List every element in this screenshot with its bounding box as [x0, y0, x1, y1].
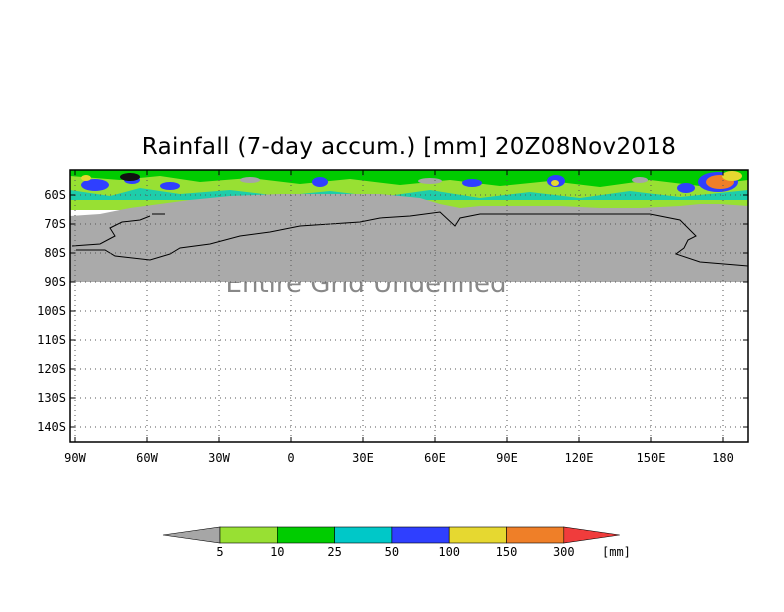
lon-label: 90E: [496, 451, 518, 465]
colorbar-segment: [391, 526, 450, 544]
colorbar-segment: [219, 526, 278, 544]
lat-label: 120S: [37, 362, 66, 376]
colorbar-label: 300: [553, 545, 575, 559]
lon-label: 150E: [637, 451, 666, 465]
longitude-labels: 90W 60W 30W 0 30E 60E 90E 120E 150E 180: [64, 451, 734, 465]
lat-label: 70S: [44, 217, 66, 231]
lon-label: 60W: [136, 451, 158, 465]
map-title: Rainfall (7-day accum.) [mm] 20Z08Nov201…: [141, 134, 677, 160]
colorbar-label: 150: [496, 545, 518, 559]
colorbar-label: 50: [385, 545, 399, 559]
colorbar-label: 25: [327, 545, 341, 559]
lat-label: 130S: [37, 391, 66, 405]
grid-lines: [70, 170, 748, 442]
lat-label: 110S: [37, 333, 66, 347]
latitude-labels: 60S 70S 80S 90S 100S 110S 120S 130S 140S: [37, 188, 66, 434]
lat-label: 140S: [37, 420, 66, 434]
colorbar-label: 10: [270, 545, 284, 559]
lat-label: 60S: [44, 188, 66, 202]
colorbar: 5 10 25 50 100 150 300: [162, 526, 620, 559]
lat-label: 80S: [44, 246, 66, 260]
colorbar-segment: [334, 526, 393, 544]
axis-ticks: [70, 170, 748, 442]
colorbar-segment: [448, 526, 507, 544]
colorbar-segment: [276, 526, 335, 544]
colorbar-arrow-high: [563, 526, 620, 544]
lat-label: 100S: [37, 304, 66, 318]
lon-label: 30W: [208, 451, 230, 465]
lon-label: 0: [287, 451, 294, 465]
colorbar-segment: [506, 526, 565, 544]
lon-label: 30E: [352, 451, 374, 465]
coastline: [71, 211, 748, 267]
lat-label: 90S: [44, 275, 66, 289]
colorbar-unit: [mm]: [602, 545, 631, 559]
lon-label: 120E: [565, 451, 594, 465]
lon-label: 180: [712, 451, 734, 465]
lon-label: 90W: [64, 451, 86, 465]
colorbar-label: 5: [216, 545, 223, 559]
colorbar-label: 100: [438, 545, 460, 559]
lon-label: 60E: [424, 451, 446, 465]
plot-frame: [69, 169, 749, 443]
colorbar-arrow-low: [162, 526, 221, 544]
